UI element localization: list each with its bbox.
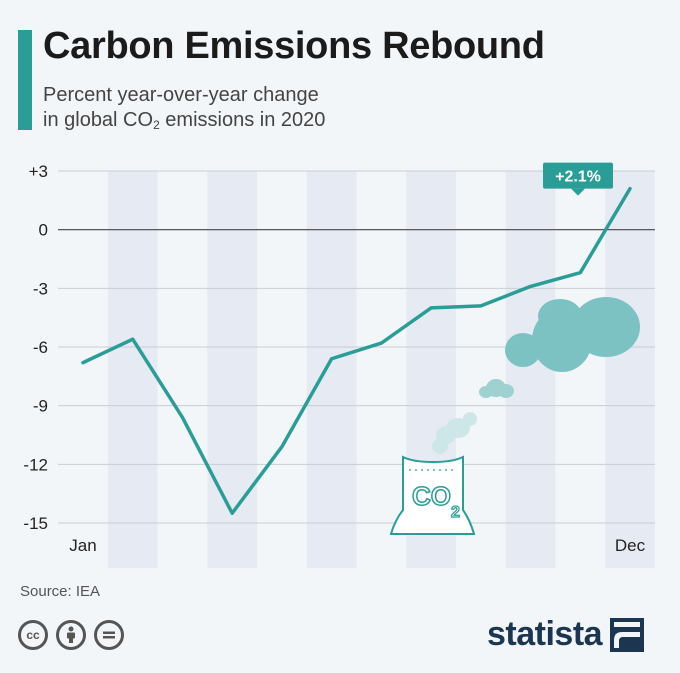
subtitle-line-2-pre: in global CO [43,109,154,131]
factory-smokestack-icon: CO 2 [389,297,640,535]
subtitle-line-2-post: emissions in 2020 [159,109,326,131]
line-chart: +3 0 -3 -6 -9 -12 -15 Jan Dec CO 2 +2.1% [23,162,655,568]
month-band [505,171,556,568]
cc-icon: cc [18,620,48,650]
callout-label: +2.1% [555,169,601,186]
y-tick-label: 0 [39,221,48,240]
y-tick-label: -15 [23,514,48,533]
month-band [207,171,258,568]
x-tick-label: Dec [615,536,646,555]
callout-box [543,162,613,189]
y-tick-label: -6 [33,338,48,357]
statista-brand[interactable]: statista [487,615,645,654]
x-axis-ticks: Jan Dec [69,536,645,555]
data-point [529,284,533,288]
chart-title: Carbon Emissions Rebound [43,25,545,67]
month-band [107,171,158,568]
y-tick-label: -12 [23,455,48,474]
data-point [578,271,582,275]
data-point [81,361,85,365]
data-point [379,341,383,345]
data-point [429,306,433,310]
source-note: Source: IEA [20,583,101,600]
data-point [131,337,135,341]
data-point [280,445,284,449]
x-tick-label: Jan [69,536,96,555]
y-tick-label: -3 [33,279,48,298]
statista-wordmark: statista [487,615,603,653]
y-tick-label: -9 [33,397,48,416]
y-axis-ticks: +3 0 -3 -6 -9 -12 -15 [23,162,48,533]
data-points [81,187,632,515]
attribution-icon [56,620,86,650]
statista-logo-icon [610,617,645,652]
co2-label: CO [412,481,451,511]
chart-subtitle: Percent year-over-year change in global … [43,83,325,138]
data-point [479,304,483,308]
data-point [628,187,632,191]
data-point [230,511,234,515]
month-band [605,171,655,568]
callout-tip [571,188,585,196]
last-value-callout: +2.1% [543,162,613,196]
y-tick-label: +3 [29,162,48,181]
data-point [180,415,184,419]
license-icons: cc [18,620,124,650]
emissions-series-line [81,186,632,515]
data-point [330,357,334,361]
month-bands [107,171,655,568]
subtitle-subscript: 2 [153,118,160,132]
co2-label-subscript: 2 [451,504,460,521]
no-derivatives-icon [94,620,124,650]
title-accent-bar [18,30,32,130]
subtitle-line-1: Percent year-over-year change [43,84,319,106]
month-band [306,171,357,568]
